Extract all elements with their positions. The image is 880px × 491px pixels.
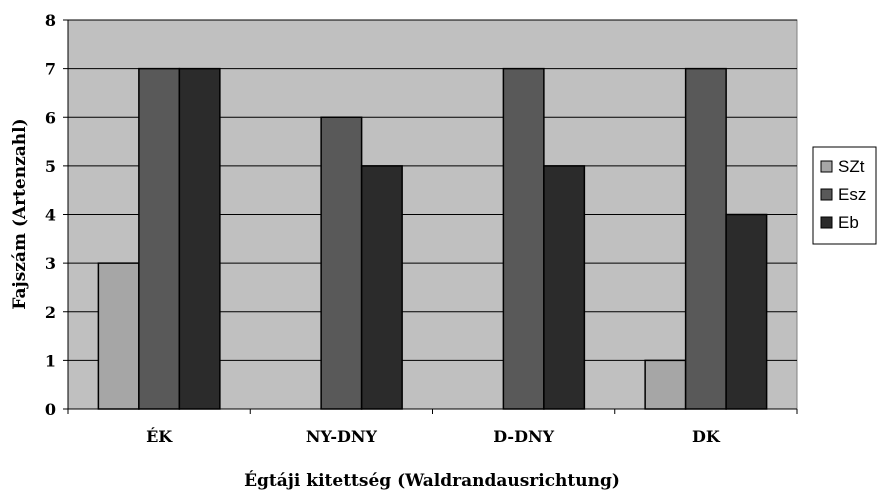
legend-swatch-szt <box>820 160 833 173</box>
bar-eb-4 <box>725 213 768 410</box>
y-tick-label: 0 <box>45 400 56 419</box>
y-tick-label: 2 <box>45 303 56 322</box>
bar-eb-3 <box>543 165 586 410</box>
x-axis-title: Égtáji kitettség (Waldrandausrichtung) <box>244 470 620 491</box>
y-tick-label: 3 <box>45 254 56 273</box>
x-category-label: ÉK <box>146 426 173 446</box>
bar-esz-3 <box>502 67 545 410</box>
y-tick-label: 7 <box>45 60 56 79</box>
legend: SZt Esz Eb <box>812 146 877 245</box>
x-category-label: D-DNY <box>493 427 554 446</box>
legend-swatch-eb <box>820 216 833 229</box>
y-tick-label: 1 <box>45 351 56 370</box>
bar-esz-2 <box>320 116 363 410</box>
legend-label-esz: Esz <box>838 185 866 204</box>
y-tick-label: 6 <box>45 108 56 127</box>
legend-label-szt: SZt <box>838 157 865 176</box>
bar-eb-1 <box>178 67 221 410</box>
bar-esz-4 <box>684 67 727 410</box>
bar-esz-1 <box>138 67 181 410</box>
y-tick-label: 8 <box>45 11 56 30</box>
x-category-label: DK <box>692 427 721 446</box>
axes: 0 1 2 3 4 5 6 7 8 ÉK NY-DNY D-DNY DK <box>45 11 798 446</box>
y-tick-label: 4 <box>45 206 56 225</box>
bars <box>97 67 768 410</box>
y-tick-label: 5 <box>45 157 56 176</box>
legend-swatch-esz <box>820 188 833 201</box>
x-category-label: NY-DNY <box>306 427 378 446</box>
legend-label-eb: Eb <box>838 213 859 232</box>
y-axis-title: Fajszám (Artenzahl) <box>10 118 30 309</box>
bar-szt-4 <box>644 359 687 410</box>
bar-szt-1 <box>97 262 140 410</box>
bar-eb-2 <box>360 165 403 410</box>
